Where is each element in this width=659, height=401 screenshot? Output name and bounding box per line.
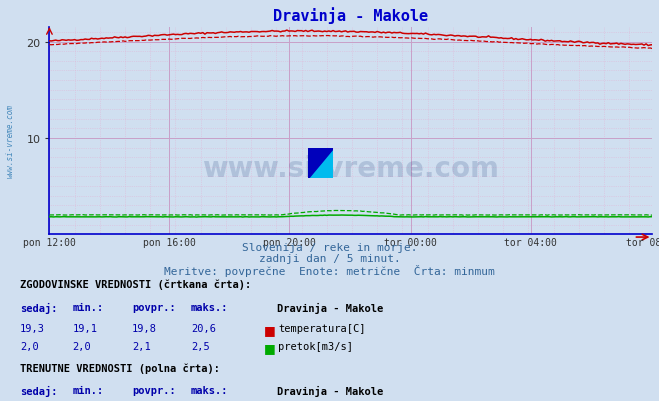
Text: temperatura[C]: temperatura[C]	[278, 323, 366, 333]
Text: povpr.:: povpr.:	[132, 385, 175, 395]
Text: pretok[m3/s]: pretok[m3/s]	[278, 341, 353, 351]
Text: tor 00:00: tor 00:00	[384, 237, 437, 247]
Text: www.si-vreme.com: www.si-vreme.com	[202, 154, 500, 182]
Title: Dravinja - Makole: Dravinja - Makole	[273, 7, 428, 24]
Bar	[308, 148, 320, 164]
Text: 19,3: 19,3	[20, 323, 45, 333]
Text: ZGODOVINSKE VREDNOSTI (črtkana črta):: ZGODOVINSKE VREDNOSTI (črtkana črta):	[20, 279, 251, 289]
Text: pon 12:00: pon 12:00	[23, 237, 76, 247]
Text: 2,0: 2,0	[72, 341, 91, 351]
Text: ■: ■	[264, 341, 275, 354]
Text: sedaj:: sedaj:	[20, 385, 57, 396]
Text: 20,6: 20,6	[191, 323, 216, 333]
Text: povpr.:: povpr.:	[132, 302, 175, 312]
Text: Dravinja - Makole: Dravinja - Makole	[277, 385, 383, 396]
Text: 2,5: 2,5	[191, 341, 210, 351]
Text: www.si-vreme.com: www.si-vreme.com	[5, 103, 14, 177]
Text: 19,8: 19,8	[132, 323, 157, 333]
Text: TRENUTNE VREDNOSTI (polna črta):: TRENUTNE VREDNOSTI (polna črta):	[20, 362, 219, 373]
Text: min.:: min.:	[72, 385, 103, 395]
Text: min.:: min.:	[72, 302, 103, 312]
Text: Slovenija / reke in morje.: Slovenija / reke in morje.	[242, 243, 417, 253]
Text: Meritve: povprečne  Enote: metrične  Črta: minmum: Meritve: povprečne Enote: metrične Črta:…	[164, 264, 495, 276]
Text: Dravinja - Makole: Dravinja - Makole	[277, 302, 383, 313]
Text: 2,0: 2,0	[20, 341, 38, 351]
Text: ■: ■	[264, 323, 275, 336]
Text: tor 04:00: tor 04:00	[504, 237, 557, 247]
Text: 2,1: 2,1	[132, 341, 150, 351]
Text: sedaj:: sedaj:	[20, 302, 57, 313]
Text: maks.:: maks.:	[191, 385, 229, 395]
Text: maks.:: maks.:	[191, 302, 229, 312]
Text: pon 16:00: pon 16:00	[143, 237, 196, 247]
Text: tor 08:00: tor 08:00	[626, 237, 659, 247]
Bar	[320, 148, 333, 164]
Text: pon 20:00: pon 20:00	[262, 237, 316, 247]
Text: 19,1: 19,1	[72, 323, 98, 333]
Polygon shape	[308, 148, 333, 178]
Polygon shape	[308, 148, 333, 178]
Text: zadnji dan / 5 minut.: zadnji dan / 5 minut.	[258, 253, 401, 263]
